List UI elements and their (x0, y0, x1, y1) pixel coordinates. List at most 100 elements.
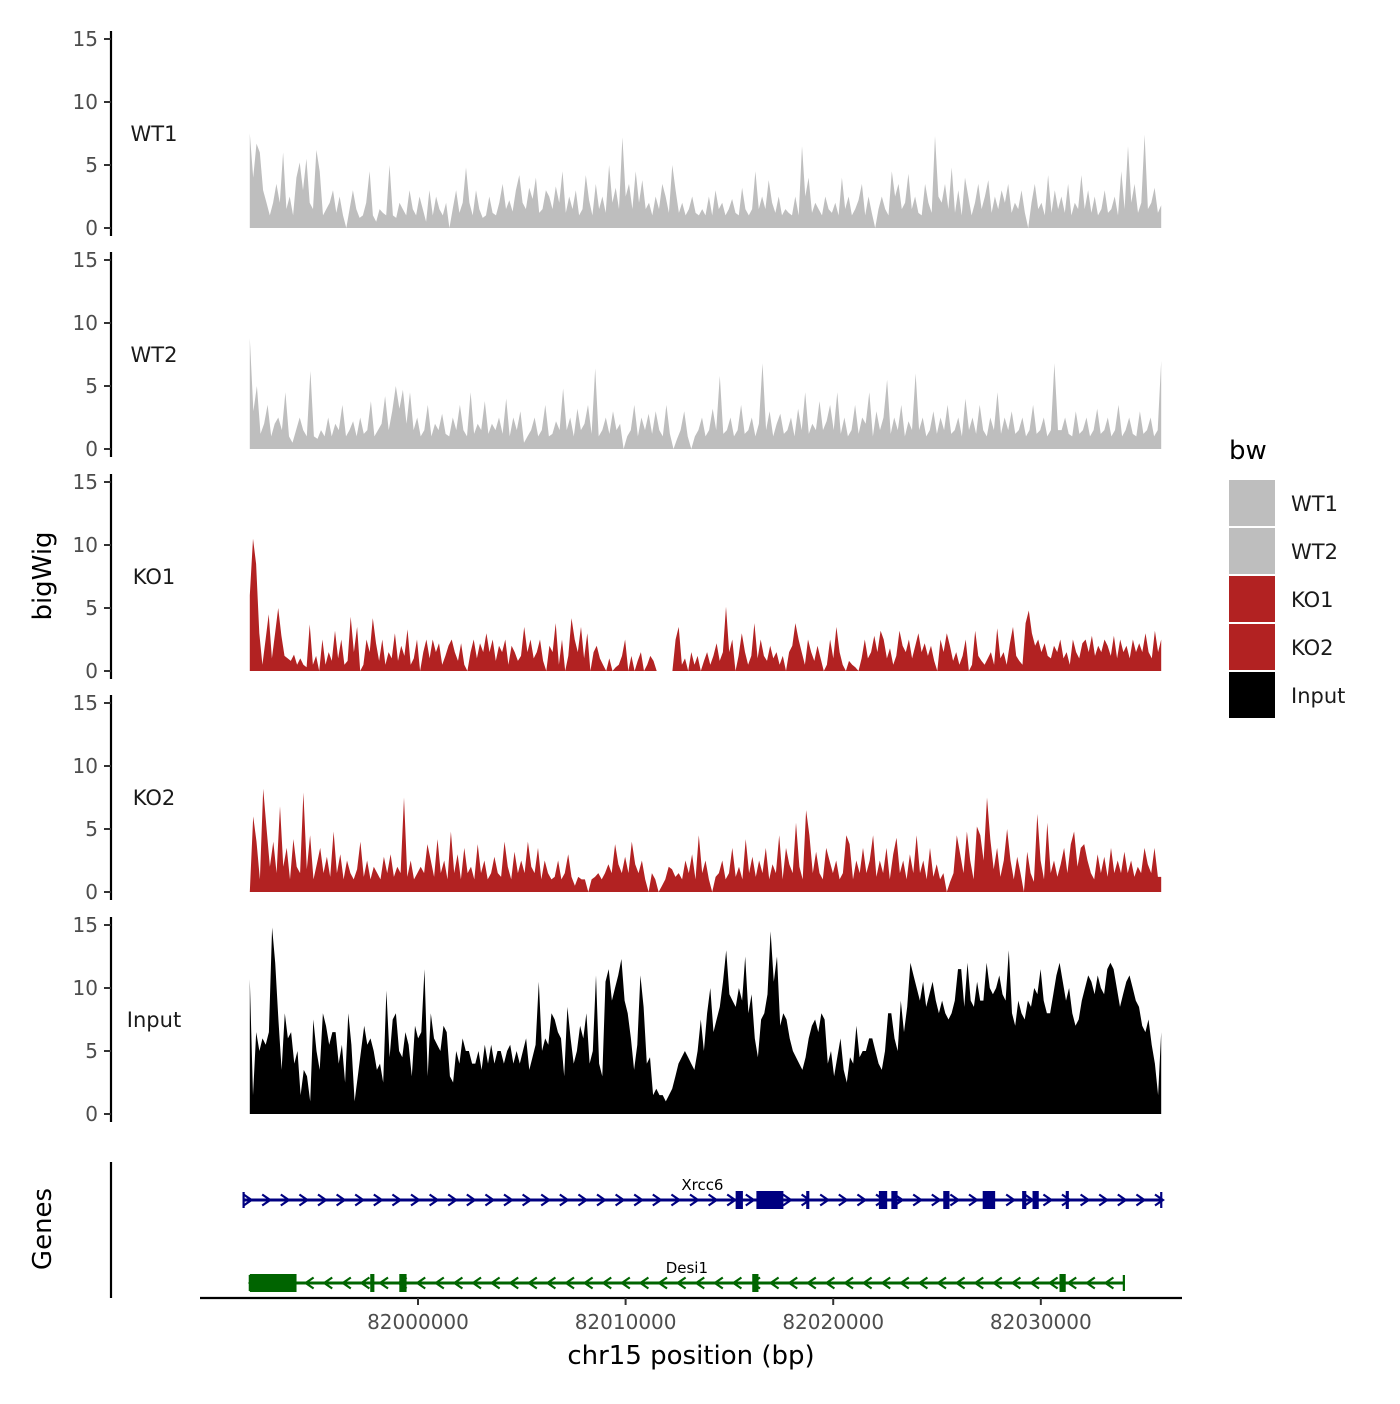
gene-exon (735, 1191, 743, 1209)
strand-arrow (577, 1193, 589, 1207)
strand-arrow (838, 1193, 849, 1207)
x-tick-label: 82000000 (367, 1310, 469, 1334)
track-input: 0 5 10 15 Input (73, 913, 1162, 1126)
y-tick-label: 15 (73, 691, 98, 715)
strand-arrow (787, 1276, 798, 1290)
strand-arrow (949, 1193, 961, 1207)
track-label: Input (127, 1008, 181, 1032)
gene-exon (399, 1274, 407, 1292)
strand-arrow (707, 1193, 719, 1207)
y-tick-label: 5 (85, 374, 98, 398)
strand-arrow (298, 1193, 310, 1207)
legend-swatch (1229, 672, 1275, 718)
legend-swatch (1229, 528, 1275, 574)
strand-arrow (657, 1276, 668, 1290)
gene-desi1: Desi1 (247, 1259, 1125, 1292)
y-tick-label: 0 (85, 216, 98, 240)
strand-arrow (280, 1193, 291, 1207)
strand-arrow (768, 1276, 780, 1290)
strand-arrow (1005, 1193, 1017, 1207)
legend-title: bw (1229, 436, 1267, 466)
strand-arrow (805, 1276, 817, 1290)
strand-arrow (973, 1276, 984, 1290)
strand-arrow (1042, 1193, 1054, 1207)
legend-entry-wt2: WT2 (1229, 528, 1338, 574)
strand-arrow (508, 1276, 519, 1290)
legend-label: Input (1291, 684, 1345, 708)
strand-arrow (303, 1276, 315, 1290)
strand-arrow (819, 1193, 831, 1207)
strand-arrow (936, 1276, 947, 1290)
legend-swatch (1229, 624, 1275, 670)
strand-arrow (545, 1276, 557, 1290)
strand-arrow (378, 1276, 389, 1290)
strand-arrow (991, 1276, 1003, 1290)
strand-arrow (824, 1276, 836, 1290)
gene-exon (878, 1191, 888, 1209)
gene-exon (1065, 1191, 1069, 1209)
y-tick-label: 15 (73, 913, 98, 937)
coverage-area-wt2 (249, 338, 1162, 449)
strand-arrow (614, 1193, 626, 1207)
strand-arrow (540, 1193, 552, 1207)
gene-exon (752, 1274, 759, 1292)
strand-arrow (410, 1193, 421, 1207)
strand-arrow (856, 1193, 868, 1207)
strand-arrow (917, 1276, 929, 1290)
strand-arrow (582, 1276, 594, 1290)
legend-label: WT2 (1291, 540, 1338, 564)
track-label: WT2 (131, 343, 178, 367)
strand-arrow (489, 1276, 501, 1290)
legend-label: KO2 (1291, 636, 1334, 660)
y-tick-label: 10 (73, 311, 98, 335)
bigwig-tracks: 0 5 10 15 WT1 0 5 10 15 WT2 0 5 10 15 KO1 0 5 10 15 KO2 0 5 10… (73, 27, 1162, 1126)
strand-arrow (433, 1276, 445, 1290)
strand-arrow (521, 1193, 533, 1207)
strand-arrow (670, 1193, 682, 1207)
y-tick-label: 5 (85, 1039, 98, 1063)
gene-exon (756, 1191, 784, 1209)
strand-arrow (391, 1193, 403, 1207)
y-tick-label: 0 (85, 880, 98, 904)
y-tick-label: 0 (85, 437, 98, 461)
coverage-area-ko1 (249, 538, 1162, 671)
y-tick-label: 10 (73, 754, 98, 778)
y-tick-label: 5 (85, 596, 98, 620)
legend-swatch (1229, 480, 1275, 526)
gene-exon (249, 1274, 297, 1292)
strand-arrow (471, 1276, 482, 1290)
strand-arrow (466, 1193, 477, 1207)
strand-arrow (322, 1276, 333, 1290)
gene-exon (943, 1191, 950, 1209)
strand-arrow (317, 1193, 328, 1207)
x-axis: 82000000 82010000 82020000 82030000 (200, 1296, 1182, 1334)
strand-arrow (261, 1193, 273, 1207)
strand-arrow (652, 1193, 663, 1207)
strand-arrow (526, 1276, 538, 1290)
strand-arrow (1098, 1193, 1110, 1207)
strand-arrow (559, 1193, 570, 1207)
strand-arrow (359, 1276, 371, 1290)
gene-exon (1059, 1274, 1066, 1292)
strand-arrow (1066, 1276, 1077, 1290)
y-tick-label: 5 (85, 817, 98, 841)
strand-arrow (484, 1193, 496, 1207)
strand-arrow (726, 1193, 738, 1207)
legend-label: WT1 (1291, 492, 1338, 516)
strand-arrow (731, 1276, 743, 1290)
gene-name-label: Desi1 (666, 1259, 708, 1277)
y-tick-label: 10 (73, 90, 98, 114)
strand-arrow (1084, 1276, 1096, 1290)
y-tick-label: 15 (73, 248, 98, 272)
strand-arrow (1135, 1193, 1147, 1207)
y-tick-label: 10 (73, 533, 98, 557)
y-tick-label: 15 (73, 470, 98, 494)
strand-arrow (564, 1276, 575, 1290)
gene-exon (1022, 1191, 1027, 1209)
strand-arrow (1103, 1276, 1115, 1290)
strand-arrow (694, 1276, 705, 1290)
y-tick-label: 15 (73, 27, 98, 51)
strand-arrow (1047, 1276, 1059, 1290)
